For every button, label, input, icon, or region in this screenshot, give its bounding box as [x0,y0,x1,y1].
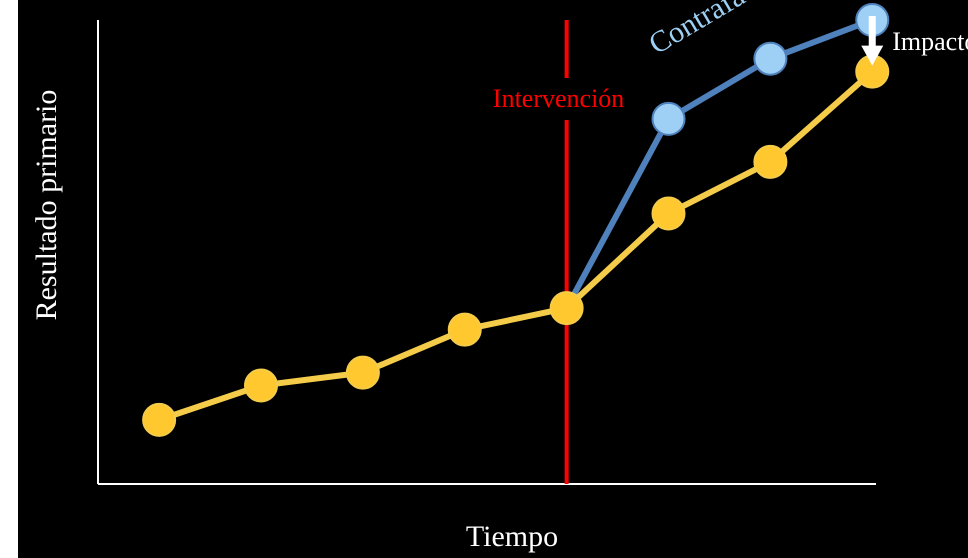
intervention-marker: Intervención [493,20,624,484]
impact-label: Impacto [892,27,968,56]
counterfactual-point-3 [753,41,788,76]
axes [97,20,876,485]
observed-point-1 [142,402,177,437]
observed-point-5 [549,291,584,326]
impact-chart: Resultado primario Tiempo Intervención C… [30,0,968,553]
impact-annotation: Impacto [861,16,968,66]
observed-point-2 [244,368,278,403]
x-axis-label: Tiempo [466,520,558,553]
observed-series-line [158,69,875,423]
impact-arrow-head [861,45,884,66]
observed-point-3 [345,355,380,390]
observed-point-7 [753,144,788,179]
observed-point-4 [447,312,482,347]
y-axis-label: Resultado primario [30,90,63,321]
chart-stage: Resultado primario Tiempo Intervención C… [18,0,968,558]
observed-point-6 [651,196,686,231]
intervention-label: Intervención [493,84,624,113]
series-layer [142,3,890,437]
counterfactual-series-line [563,17,874,310]
counterfactual-point-2 [651,101,686,136]
